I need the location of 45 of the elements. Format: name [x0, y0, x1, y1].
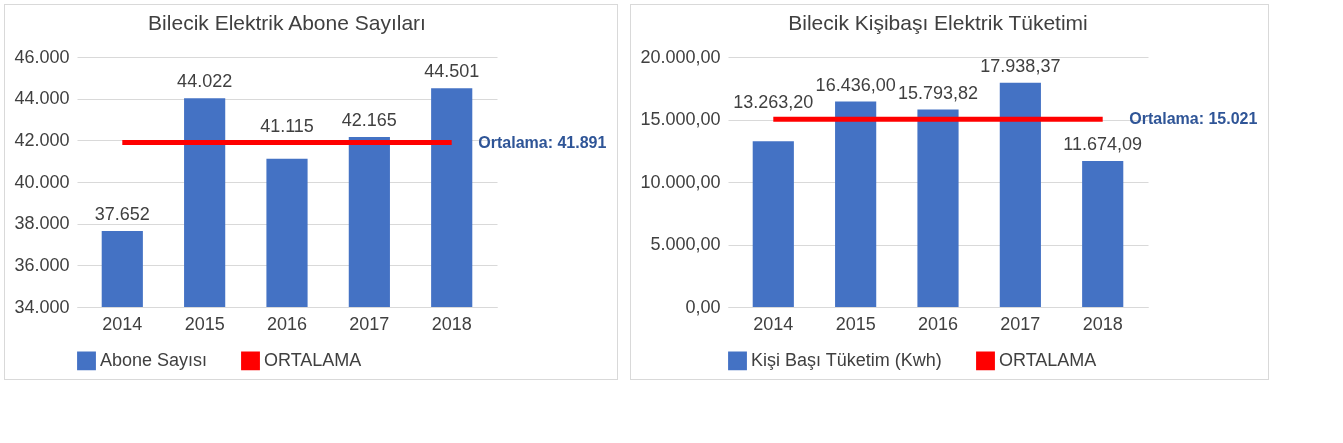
bar	[835, 101, 877, 307]
x-tick-label: 2017	[1000, 313, 1041, 334]
annotation: Ortalama: 15.021	[1129, 110, 1258, 128]
x-tick-label: 2016	[266, 313, 308, 334]
bar	[917, 109, 959, 307]
y-tick-label: 0,00	[685, 296, 721, 317]
bar	[752, 141, 794, 307]
y-tick-label: 15.000,00	[640, 109, 721, 129]
y-tick-label: 10.000,00	[640, 171, 721, 192]
x-tick-label: 2015	[835, 313, 876, 334]
y-tick-label: 36.000	[14, 254, 70, 275]
x-tick-label: 2018	[431, 313, 472, 334]
x-tick-label: 2018	[1082, 313, 1123, 334]
data-label: 44.501	[424, 61, 480, 82]
x-tick-label: 2014	[102, 313, 143, 334]
data-label: 37.652	[94, 203, 150, 224]
y-tick-label: 5.000,00	[650, 234, 721, 254]
data-label: 15.793,82	[897, 82, 979, 103]
y-tick-label: 20.000,00	[640, 46, 721, 67]
x-tick-label: 2014	[753, 313, 794, 334]
y-tick-label: 46.000	[14, 46, 70, 67]
annotation: Ortalama: 41.891	[478, 133, 607, 151]
chart-title: Bilecik Elektrik Abone Sayıları	[148, 11, 426, 34]
data-label: 16.436,00	[815, 74, 896, 95]
y-tick-label: 38.000	[14, 213, 70, 234]
x-tick-label: 2016	[917, 313, 959, 334]
y-tick-label: 44.000	[14, 88, 70, 109]
legend-label: ORTALAMA	[999, 349, 1097, 370]
data-label: 17.938,37	[980, 55, 1061, 76]
bar	[999, 82, 1041, 307]
data-label: 42.165	[341, 109, 397, 130]
y-tick-label: 40.000	[14, 171, 70, 192]
data-label: 11.674,09	[1063, 134, 1143, 155]
legend-label: Kişi Başı Tüketim (Kwh)	[751, 349, 942, 370]
legend-label: ORTALAMA	[264, 349, 362, 370]
y-tick-label: 42.000	[14, 129, 70, 150]
data-label: 44.022	[177, 71, 233, 92]
y-tick-label: 34.000	[14, 296, 70, 317]
bar	[1082, 161, 1124, 307]
x-tick-label: 2015	[184, 313, 225, 334]
chart-title: Bilecik Kişibaşı Elektrik Tüketimi	[788, 11, 1088, 34]
data-label: 41.115	[260, 115, 314, 136]
legend-label: Abone Sayısı	[100, 349, 208, 370]
data-label: 13.263,20	[733, 92, 814, 113]
x-tick-label: 2017	[349, 313, 390, 334]
